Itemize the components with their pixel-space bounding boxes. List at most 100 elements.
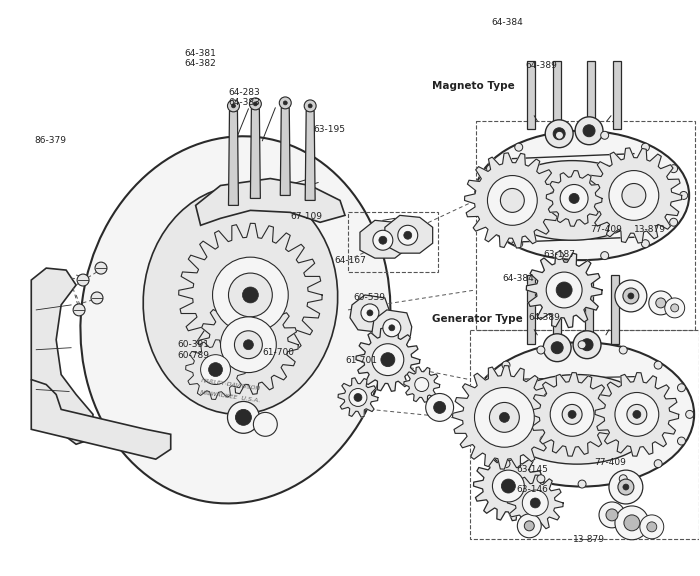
Bar <box>470 330 699 539</box>
Circle shape <box>398 225 418 245</box>
Circle shape <box>228 273 272 317</box>
Circle shape <box>640 515 664 539</box>
Circle shape <box>304 100 316 112</box>
Polygon shape <box>228 111 239 206</box>
Circle shape <box>308 104 312 108</box>
Polygon shape <box>531 373 614 456</box>
Circle shape <box>654 361 662 369</box>
Polygon shape <box>186 340 246 400</box>
Circle shape <box>77 274 89 286</box>
Circle shape <box>279 97 291 109</box>
Polygon shape <box>305 111 315 200</box>
Polygon shape <box>473 452 543 521</box>
Circle shape <box>501 479 515 493</box>
Circle shape <box>373 230 393 250</box>
Text: 64-381
64-382: 64-381 64-382 <box>184 49 216 69</box>
Circle shape <box>649 291 673 315</box>
Circle shape <box>623 288 639 304</box>
Circle shape <box>253 102 258 106</box>
Circle shape <box>615 392 659 436</box>
Circle shape <box>232 104 235 108</box>
Text: 86-379: 86-379 <box>34 135 66 145</box>
Polygon shape <box>586 148 682 243</box>
Circle shape <box>545 120 573 147</box>
Circle shape <box>578 480 586 488</box>
Ellipse shape <box>470 342 694 487</box>
Circle shape <box>228 100 239 112</box>
Text: 67-109: 67-109 <box>290 213 323 221</box>
Circle shape <box>517 514 541 538</box>
Polygon shape <box>372 310 412 347</box>
Circle shape <box>686 411 694 418</box>
Polygon shape <box>526 252 602 328</box>
Circle shape <box>599 502 625 528</box>
Circle shape <box>489 403 519 433</box>
Circle shape <box>671 304 679 312</box>
Polygon shape <box>199 295 298 395</box>
Circle shape <box>543 334 571 362</box>
Circle shape <box>633 411 641 418</box>
Polygon shape <box>453 366 556 469</box>
Text: Magneto Type: Magneto Type <box>432 81 514 91</box>
Circle shape <box>569 194 579 203</box>
Circle shape <box>514 143 523 151</box>
Polygon shape <box>178 223 322 366</box>
Circle shape <box>201 355 230 385</box>
Polygon shape <box>32 380 171 459</box>
Ellipse shape <box>498 161 647 240</box>
Circle shape <box>91 292 103 304</box>
Circle shape <box>654 460 662 468</box>
Polygon shape <box>350 295 390 332</box>
Polygon shape <box>611 275 619 344</box>
Circle shape <box>500 188 524 213</box>
Text: Generator Type: Generator Type <box>432 314 522 324</box>
Circle shape <box>479 437 486 445</box>
Text: 60-539: 60-539 <box>354 293 386 302</box>
Circle shape <box>537 346 545 354</box>
Circle shape <box>235 410 251 425</box>
Circle shape <box>253 412 277 436</box>
Text: 63-195: 63-195 <box>313 126 345 134</box>
Polygon shape <box>553 61 561 129</box>
Circle shape <box>228 401 260 433</box>
Polygon shape <box>585 275 593 344</box>
Circle shape <box>551 342 564 354</box>
Text: 61-701: 61-701 <box>346 357 378 365</box>
Polygon shape <box>32 268 93 444</box>
Polygon shape <box>360 221 408 258</box>
Circle shape <box>665 298 685 318</box>
Circle shape <box>583 125 595 137</box>
Text: 64-283
64-383: 64-283 64-383 <box>228 88 260 107</box>
Circle shape <box>372 344 404 376</box>
Text: 64-389: 64-389 <box>525 61 557 70</box>
Circle shape <box>556 131 564 139</box>
Polygon shape <box>465 153 560 248</box>
Circle shape <box>581 339 593 351</box>
Circle shape <box>647 522 657 532</box>
Text: 61-700: 61-700 <box>262 348 294 357</box>
Circle shape <box>560 184 588 213</box>
Circle shape <box>502 361 510 369</box>
Circle shape <box>213 257 288 333</box>
Circle shape <box>470 411 479 418</box>
Circle shape <box>624 515 640 531</box>
Circle shape <box>354 393 362 401</box>
Circle shape <box>95 262 107 274</box>
Bar <box>348 213 438 272</box>
Circle shape <box>546 272 582 308</box>
Circle shape <box>568 411 576 418</box>
Circle shape <box>426 393 454 422</box>
Circle shape <box>553 128 565 140</box>
Circle shape <box>414 377 428 392</box>
Circle shape <box>531 498 540 508</box>
Circle shape <box>680 191 687 199</box>
Circle shape <box>537 475 545 483</box>
Text: 60-391
60-789: 60-391 60-789 <box>177 340 209 359</box>
Circle shape <box>620 475 627 483</box>
Circle shape <box>641 240 650 248</box>
Circle shape <box>220 317 276 373</box>
Circle shape <box>244 340 253 350</box>
Circle shape <box>615 506 649 540</box>
Text: 13-879: 13-879 <box>634 225 666 234</box>
Circle shape <box>670 165 678 173</box>
